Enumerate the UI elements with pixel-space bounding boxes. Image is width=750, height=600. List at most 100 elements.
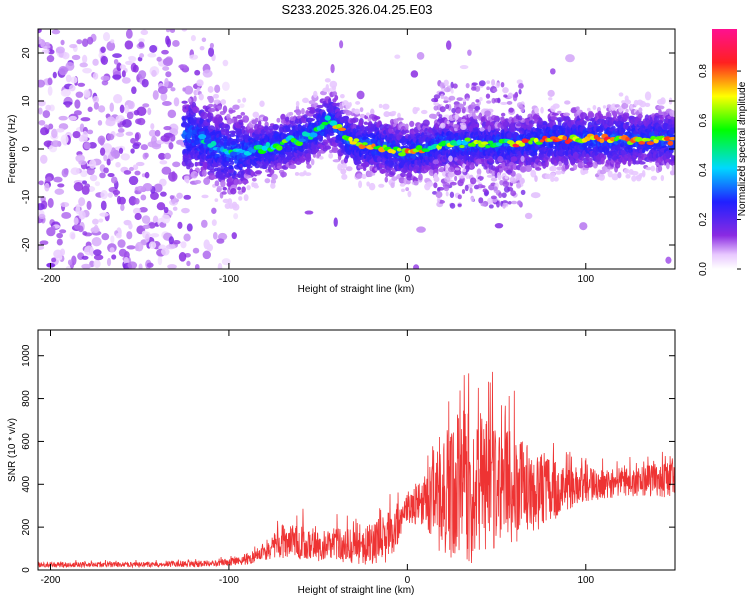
spectrogram-cell	[138, 70, 147, 79]
spectrogram-cell	[46, 176, 52, 182]
spectrogram-cell	[142, 224, 151, 230]
spectrogram-cell	[425, 181, 434, 187]
spectrogram-cell	[420, 109, 428, 115]
spectrogram-cell	[229, 164, 234, 171]
spectrogram-cell	[156, 202, 166, 211]
spectrogram-cell	[150, 191, 159, 200]
spectrogram-cell	[115, 161, 121, 168]
spectrogram-cell	[107, 173, 115, 178]
spectrogram-cell	[448, 155, 453, 162]
spectrogram-cell	[58, 115, 68, 121]
spectrogram-cell	[78, 160, 87, 166]
spectrogram-cell	[93, 254, 104, 261]
spectrogram-cell	[232, 203, 240, 211]
spectrogram-cell	[141, 215, 151, 224]
spectrogram-cell	[241, 186, 246, 193]
spectrogram-cell	[86, 167, 95, 176]
spectrogram-cell	[56, 128, 65, 133]
spectrogram-cell	[611, 110, 617, 116]
spectrogram-cell	[38, 245, 45, 251]
spectrogram-cell	[138, 38, 145, 43]
spectrogram-cell	[494, 222, 504, 229]
spectrogram-cell	[638, 161, 646, 165]
spectrogram-cell	[161, 49, 169, 55]
spectrogram-cell	[69, 84, 76, 92]
spectrogram-cell	[112, 53, 122, 59]
spectrogram-cell	[40, 127, 49, 136]
spectrogram-cell	[194, 172, 198, 177]
spectrogram-cell	[97, 135, 106, 145]
spectrogram-cell	[592, 104, 597, 111]
spectrogram-cell	[112, 189, 121, 196]
spectrogram-cell	[70, 233, 76, 240]
spectrogram-cell	[77, 82, 86, 87]
spectrogram-cell	[415, 107, 420, 111]
spectrogram-cell	[138, 263, 143, 269]
spectrogram-cell	[198, 93, 204, 101]
spectrogram-cell	[405, 129, 410, 134]
spectrogram-cell	[45, 104, 52, 111]
spectrogram-cell	[630, 170, 639, 176]
spectrogram-cell	[183, 194, 191, 200]
spectrogram-cell	[168, 236, 175, 245]
spectrogram-cell	[230, 160, 235, 165]
spectrogram-cell	[97, 120, 103, 126]
spectrogram-cell	[211, 219, 217, 226]
spectrogram-cell	[38, 203, 45, 211]
spectrogram-cell	[491, 79, 496, 87]
spectrogram-cell	[209, 42, 214, 49]
spectrogram-cell	[144, 152, 149, 158]
spectrogram-cell	[57, 183, 65, 188]
spectrogram-cell	[515, 113, 520, 120]
spectrogram-cell	[135, 161, 145, 167]
spectrogram-cell	[161, 214, 171, 224]
spectrogram-cell	[231, 130, 236, 136]
spectrogram-cell	[61, 168, 69, 178]
spectrogram-cell	[300, 116, 309, 124]
spectrogram-cell	[103, 167, 109, 174]
spectrogram-cell	[182, 87, 186, 92]
spectrogram-cell	[180, 241, 187, 249]
spectrogram-cell	[119, 64, 126, 70]
spectrogram-cell	[65, 74, 72, 83]
spectrogram-cell	[331, 85, 337, 91]
spectrogram-cell	[138, 41, 145, 48]
spectrogram-cell	[650, 165, 656, 172]
spectrogram-cell	[196, 87, 201, 91]
spectrogram-cell	[214, 180, 220, 187]
spectrogram-cell	[47, 86, 53, 96]
spectrogram-cell	[503, 126, 508, 132]
spectrogram-cell	[168, 171, 178, 182]
spectrogram-cell	[670, 116, 675, 121]
spectrogram-cell	[295, 109, 302, 116]
spectrogram-cell	[418, 173, 423, 181]
spectrogram-cell	[187, 98, 192, 103]
spectrogram-cell	[378, 103, 383, 109]
spectrogram-cell	[193, 95, 197, 102]
spectrogram-cell	[550, 68, 556, 75]
spectrogram-cell	[81, 38, 89, 47]
spectrogram-cell	[582, 120, 587, 124]
spectrogram-cell	[461, 189, 466, 194]
spectrogram-cell	[173, 97, 180, 107]
spectrogram-cell	[396, 117, 404, 121]
spectrogram-cell	[233, 170, 237, 176]
spectrogram-cell	[106, 257, 112, 267]
spectrogram-cell	[301, 108, 305, 115]
spectrogram-cell	[165, 35, 170, 45]
spectrogram-cell	[261, 164, 267, 170]
spectrogram-cell	[194, 263, 200, 269]
spectrogram-cell	[116, 195, 122, 205]
spectrogram-cell	[60, 248, 66, 256]
spectrogram-cell	[264, 178, 271, 184]
spectrogram-cell	[82, 231, 88, 236]
spectrogram-cell	[88, 142, 97, 149]
spectrogram-cell	[637, 113, 643, 119]
spectrogram-cell	[361, 174, 367, 180]
spectrogram-cell	[38, 79, 46, 88]
spectrogram-cell	[92, 218, 99, 225]
spectrogram-cell	[459, 65, 469, 70]
spectrogram-cell	[280, 171, 287, 178]
spectrogram-cell	[167, 109, 177, 119]
spectrogram-cell	[151, 69, 157, 78]
